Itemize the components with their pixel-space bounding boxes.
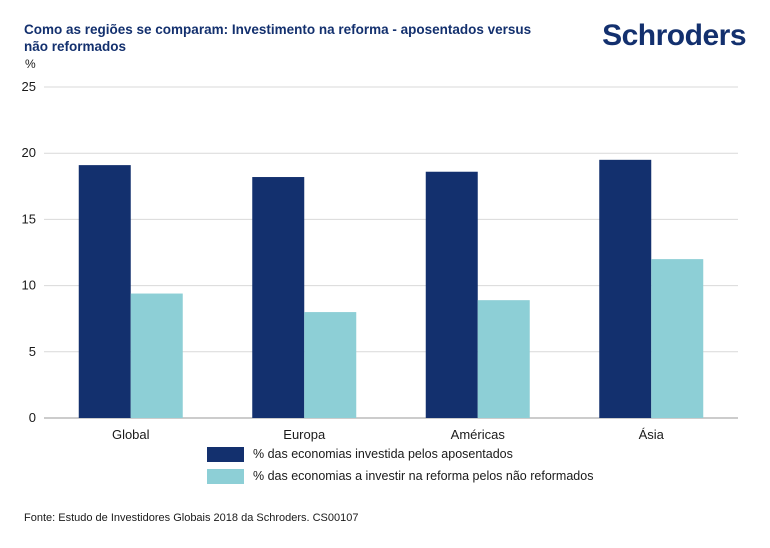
bar-series-2-américas — [477, 300, 530, 418]
y-axis-unit: % — [25, 57, 36, 71]
x-tick-label: Américas — [451, 427, 506, 442]
bar-series-2-global — [130, 293, 183, 418]
bar-series-1-ásia — [599, 159, 652, 418]
legend-item-series-1: % das economias investida pelos aposenta… — [207, 443, 593, 465]
x-tick-label: Ásia — [639, 427, 665, 442]
x-tick-labels: Global Europa Américas Ásia — [112, 427, 665, 442]
schroders-logo: Schroders — [602, 19, 746, 52]
legend-swatch-series-2 — [207, 468, 244, 484]
legend-label-series-1: % das economias investida pelos aposenta… — [253, 447, 513, 461]
legend: % das economias investida pelos aposenta… — [207, 443, 593, 487]
bars — [78, 159, 704, 418]
y-tick-labels: 0 5 10 15 20 25 — [22, 79, 36, 425]
source-note: Fonte: Estudo de Investidores Globais 20… — [24, 512, 359, 524]
bar-series-1-américas — [425, 171, 478, 418]
legend-label-series-2: % das economias a investir na reforma pe… — [253, 469, 594, 483]
y-tick-label: 15 — [22, 211, 36, 226]
legend-item-series-2: % das economias a investir na reforma pe… — [207, 465, 593, 487]
bar-series-2-ásia — [651, 259, 704, 418]
y-tick-label: 0 — [29, 410, 36, 425]
x-tick-label: Global — [112, 427, 150, 442]
bar-series-1-europa — [252, 177, 305, 418]
bar-series-1-global — [78, 165, 131, 418]
y-tick-label: 20 — [22, 145, 36, 160]
y-tick-label: 10 — [22, 278, 36, 293]
bar-series-2-europa — [304, 312, 357, 418]
y-tick-label: 5 — [29, 344, 36, 359]
y-tick-label: 25 — [22, 79, 36, 94]
legend-swatch-series-1 — [207, 446, 244, 462]
chart-title: Como as regiões se comparam: Investiment… — [24, 22, 532, 54]
x-tick-label: Europa — [283, 427, 326, 442]
